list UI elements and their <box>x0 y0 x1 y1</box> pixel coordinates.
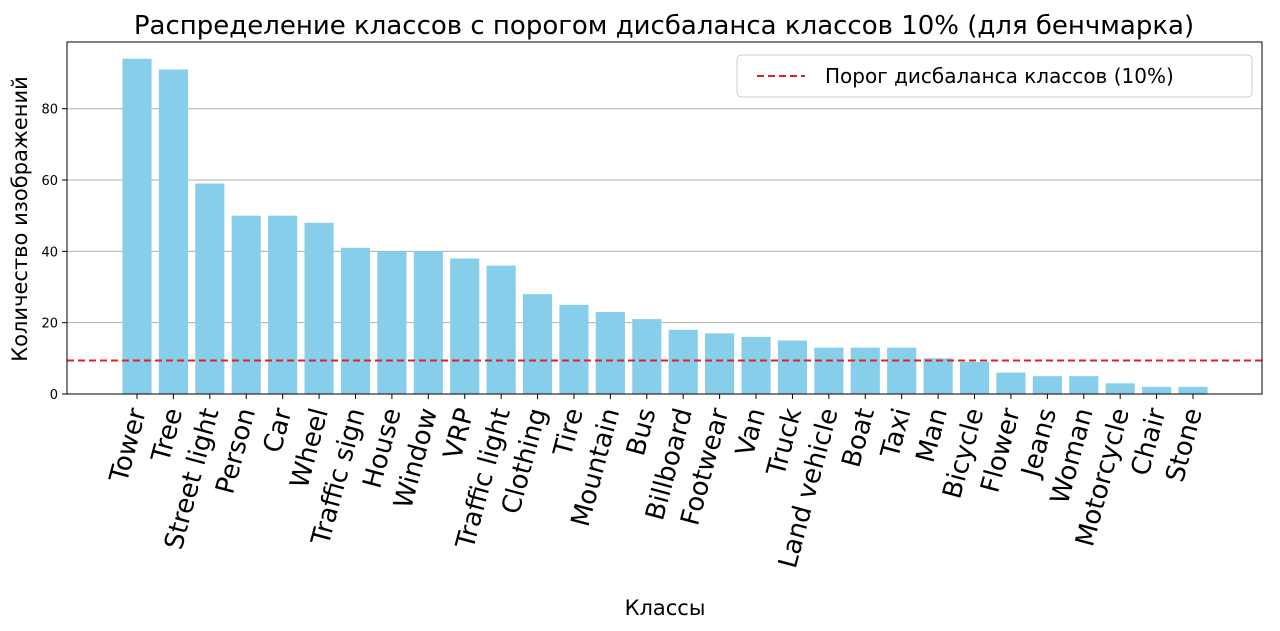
bar <box>340 247 371 394</box>
bar <box>1142 386 1172 394</box>
bar <box>632 319 662 394</box>
y-axis: 0 20 40 60 80 <box>41 103 67 403</box>
bar <box>195 183 225 394</box>
bar <box>304 222 334 394</box>
bar <box>158 69 188 394</box>
bar <box>231 215 261 394</box>
legend: Порог дисбаланса классов (10%) <box>736 54 1253 98</box>
legend-box <box>736 54 1253 98</box>
bar <box>413 251 443 394</box>
bar <box>268 215 298 394</box>
bar <box>777 340 808 394</box>
bar <box>814 347 844 394</box>
bar <box>996 372 1026 394</box>
plot-frame <box>66 41 1263 395</box>
y-tick-label: 0 <box>50 388 58 403</box>
bar <box>668 329 698 394</box>
y-axis-label: Количество изображений <box>8 76 32 362</box>
bar <box>1105 383 1135 394</box>
x-axis-label: Классы <box>625 596 706 620</box>
bar <box>450 258 480 394</box>
y-tick-label: 80 <box>41 103 58 118</box>
bar <box>559 304 589 394</box>
bar <box>1032 376 1062 394</box>
bar <box>923 358 953 394</box>
bar <box>1178 386 1208 394</box>
legend-threshold-label: Порог дисбаланса классов (10%) <box>825 64 1174 88</box>
bar <box>887 347 917 394</box>
y-tick-label: 60 <box>41 174 58 189</box>
bars <box>122 58 1208 395</box>
grid-lines <box>67 108 1262 324</box>
bar <box>522 294 553 394</box>
bar <box>377 251 407 394</box>
bar <box>850 347 880 394</box>
bar <box>122 58 152 395</box>
y-tick-label: 40 <box>41 245 58 260</box>
bar <box>741 336 771 394</box>
bar <box>1069 376 1099 394</box>
bar <box>959 361 990 394</box>
bar <box>486 265 516 394</box>
bar <box>595 311 625 394</box>
y-tick-label: 20 <box>41 317 58 332</box>
chart-title: Распределение классов с порогом дисбалан… <box>134 11 1194 41</box>
bar <box>705 333 735 394</box>
